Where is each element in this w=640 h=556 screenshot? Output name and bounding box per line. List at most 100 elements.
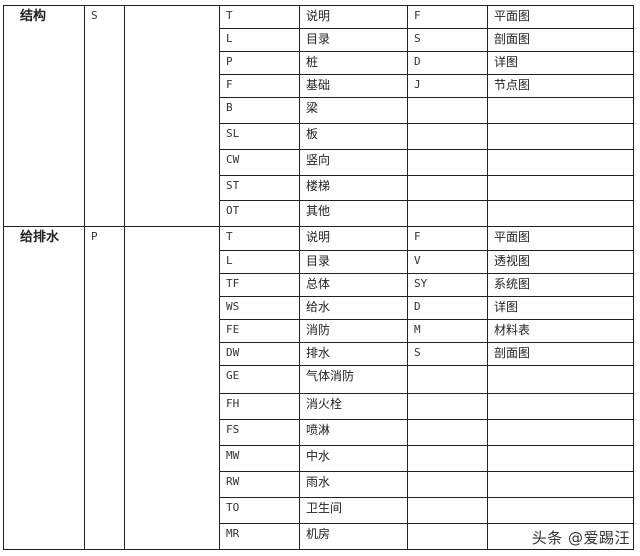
sheet-type-name: 桩: [299, 51, 408, 75]
watermark: 头条 @爱踢汪: [531, 529, 630, 547]
sheet-type-code: WS: [219, 296, 300, 320]
drawing-type-code: M: [407, 319, 488, 343]
drawing-type-code: [407, 97, 488, 124]
table-row: FE 消防 M 材料表: [4, 319, 634, 343]
sheet-type-code: MR: [219, 523, 300, 550]
drawing-type-code: F: [407, 5, 488, 29]
sheet-type-name: 喷淋: [299, 419, 408, 446]
sheet-type-code: P: [219, 51, 300, 75]
sheet-type-code: TO: [219, 497, 300, 524]
drawing-type-name: [487, 97, 634, 124]
table-row: P 桩 D 详图: [4, 51, 634, 75]
sheet-type-code: MW: [219, 445, 300, 472]
drawing-type-name: 系统图: [487, 273, 634, 297]
drawing-type-code: [407, 149, 488, 176]
drawing-type-name: [487, 393, 634, 420]
drawing-type-name: [487, 445, 634, 472]
sheet-type-name: 目录: [299, 250, 408, 274]
table-row: FH 消火栓: [4, 393, 634, 420]
drawing-type-name: 透视图: [487, 250, 634, 274]
drawing-code-table: 结构 S T 说明 F 平面图 L 目录 S 剖面图 P 桩 D 详图 F 基础 J 节点图 B 梁 SL 板 CW 竖向 ST…: [3, 5, 634, 550]
drawing-type-name: [487, 149, 634, 176]
drawing-type-code: SY: [407, 273, 488, 297]
sheet-type-name: 说明: [299, 226, 408, 251]
drawing-type-code: [407, 175, 488, 201]
sheet-type-code: FE: [219, 319, 300, 343]
sheet-type-code: T: [219, 5, 300, 29]
drawing-type-name: 详图: [487, 51, 634, 75]
sheet-type-code: B: [219, 97, 300, 124]
discipline-code: P: [84, 226, 125, 550]
drawing-type-code: V: [407, 250, 488, 274]
sheet-type-name: 卫生间: [299, 497, 408, 524]
table-row: MW 中水: [4, 445, 634, 472]
drawing-type-name: 平面图: [487, 5, 634, 29]
drawing-type-name: [487, 471, 634, 498]
drawing-type-code: [407, 523, 488, 550]
sheet-type-name: 消防: [299, 319, 408, 343]
sheet-type-name: 排水: [299, 342, 408, 366]
drawing-type-name: 材料表: [487, 319, 634, 343]
table-row: TF 总体 SY 系统图: [4, 273, 634, 297]
table-row: F 基础 J 节点图: [4, 74, 634, 98]
drawing-type-name: [487, 497, 634, 524]
discipline-code: S: [84, 5, 125, 227]
drawing-type-name: 平面图: [487, 226, 634, 251]
drawing-type-code: S: [407, 342, 488, 366]
sheet-type-code: L: [219, 250, 300, 274]
table-row: RW 雨水: [4, 471, 634, 498]
sheet-type-name: 机房: [299, 523, 408, 550]
sheet-type-code: CW: [219, 149, 300, 176]
table-row: DW 排水 S 剖面图: [4, 342, 634, 366]
sheet-type-code: T: [219, 226, 300, 251]
blank-column: [124, 226, 220, 550]
table-row: MR 机房: [4, 523, 634, 550]
drawing-type-name: [487, 365, 634, 394]
sheet-type-code: FS: [219, 419, 300, 446]
drawing-type-code: [407, 200, 488, 227]
sheet-type-name: 梁: [299, 97, 408, 124]
drawing-type-name: [487, 523, 634, 550]
sheet-type-code: GE: [219, 365, 300, 394]
table-row: FS 喷淋: [4, 419, 634, 446]
sheet-type-code: OT: [219, 200, 300, 227]
sheet-type-name: 消火栓: [299, 393, 408, 420]
sheet-type-name: 目录: [299, 28, 408, 52]
blank-column: [124, 5, 220, 227]
table-row: 给排水 P T 说明 F 平面图: [3, 226, 634, 550]
sheet-type-code: RW: [219, 471, 300, 498]
drawing-type-code: F: [407, 226, 488, 251]
drawing-type-name: [487, 175, 634, 201]
drawing-type-code: S: [407, 28, 488, 52]
drawing-type-code: [407, 445, 488, 472]
sheet-type-name: 给水: [299, 296, 408, 320]
drawing-type-code: [407, 393, 488, 420]
table-row: WS 给水 D 详图: [4, 296, 634, 320]
sheet-type-name: 气体消防: [299, 365, 408, 394]
sheet-type-name: 楼梯: [299, 175, 408, 201]
table-row: 结构 S T 说明 F 平面图: [3, 5, 634, 227]
discipline-name: 给排水: [3, 226, 85, 550]
sheet-type-name: 说明: [299, 5, 408, 29]
sheet-type-code: TF: [219, 273, 300, 297]
drawing-type-name: [487, 123, 634, 150]
sheet-type-code: SL: [219, 123, 300, 150]
sheet-type-name: 基础: [299, 74, 408, 98]
drawing-type-code: [407, 497, 488, 524]
table-row: OT 其他: [4, 200, 634, 227]
table-row: SL 板: [4, 123, 634, 150]
drawing-type-code: D: [407, 296, 488, 320]
drawing-type-code: [407, 419, 488, 446]
sheet-type-name: 竖向: [299, 149, 408, 176]
drawing-type-code: [407, 123, 488, 150]
sheet-type-name: 板: [299, 123, 408, 150]
drawing-type-code: D: [407, 51, 488, 75]
drawing-type-name: 节点图: [487, 74, 634, 98]
sheet-type-name: 雨水: [299, 471, 408, 498]
discipline-name: 结构: [3, 5, 85, 227]
sheet-type-name: 总体: [299, 273, 408, 297]
sheet-type-code: F: [219, 74, 300, 98]
table-row: CW 竖向: [4, 149, 634, 176]
drawing-type-name: 剖面图: [487, 28, 634, 52]
drawing-type-code: J: [407, 74, 488, 98]
